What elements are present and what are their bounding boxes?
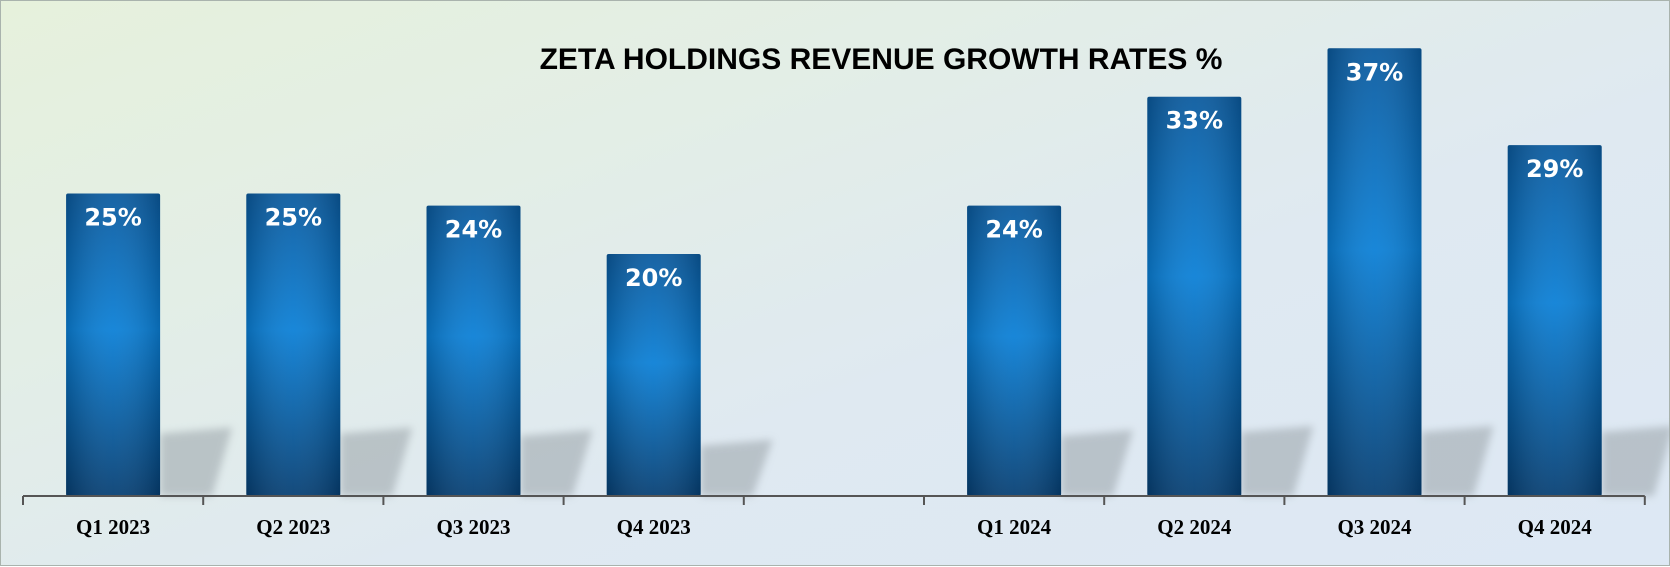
bar-sheen bbox=[426, 205, 521, 496]
x-tick-labels: Q1 2023 Q2 2023 Q3 2023 Q4 2023 Q1 2024 Q2 20… bbox=[76, 515, 1592, 539]
data-label: 37% bbox=[1346, 58, 1403, 86]
bar-sheen bbox=[606, 254, 701, 496]
bar-shadows bbox=[160, 426, 1670, 496]
x-tick-label: Q1 2024 bbox=[977, 515, 1052, 539]
data-label: 24% bbox=[985, 216, 1042, 244]
x-tick-label: Q3 2024 bbox=[1337, 515, 1412, 539]
x-tick-label: Q3 2023 bbox=[436, 515, 510, 539]
x-tick-label: Q1 2023 bbox=[76, 515, 150, 539]
data-label: 29% bbox=[1526, 155, 1583, 183]
x-axis bbox=[22, 495, 1646, 505]
bar-sheen bbox=[1147, 96, 1242, 496]
bar-shadow bbox=[520, 429, 593, 496]
data-label: 20% bbox=[625, 264, 682, 292]
bar-shadow bbox=[700, 439, 773, 496]
bar-shadow bbox=[1061, 429, 1134, 496]
bar-sheen bbox=[967, 205, 1062, 496]
bars bbox=[66, 48, 1602, 497]
data-label: 25% bbox=[265, 204, 322, 232]
bar-sheen bbox=[66, 193, 161, 496]
x-tick-label: Q4 2023 bbox=[617, 515, 691, 539]
bar-shadow bbox=[340, 427, 413, 496]
chart-title: ZETA HOLDINGS REVENUE GROWTH RATES % bbox=[540, 43, 1223, 76]
bar-shadow bbox=[1421, 426, 1494, 496]
data-label: 25% bbox=[84, 204, 141, 232]
bar-shadow bbox=[160, 427, 233, 496]
data-label: 24% bbox=[445, 216, 502, 244]
bar-shadow bbox=[1601, 426, 1670, 496]
data-label: 33% bbox=[1166, 107, 1223, 135]
bar-sheen bbox=[1507, 145, 1602, 496]
bar-sheen bbox=[246, 193, 341, 496]
x-tick-label: Q2 2023 bbox=[256, 515, 330, 539]
x-tick-label: Q2 2024 bbox=[1157, 515, 1232, 539]
bar-sheen bbox=[1327, 48, 1422, 497]
bar-shadow bbox=[1241, 426, 1314, 496]
x-tick-label: Q4 2024 bbox=[1518, 515, 1593, 539]
data-labels: 25% 25% 24% 20% 24% 33% 37% 29% bbox=[84, 58, 1583, 292]
